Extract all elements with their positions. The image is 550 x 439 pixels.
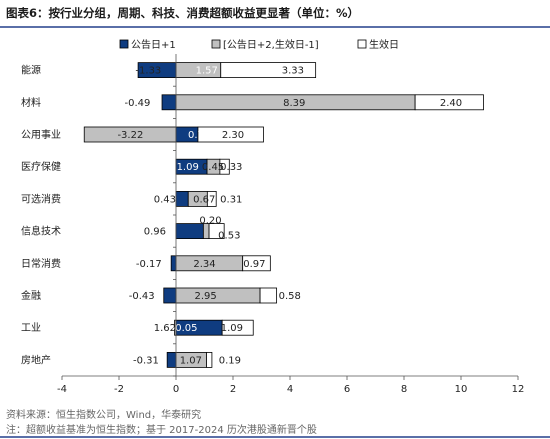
data-label: 2.30 xyxy=(222,130,244,141)
legend-label: 生效日 xyxy=(369,38,399,51)
title-divider xyxy=(0,26,550,28)
data-label: 0.53 xyxy=(218,231,240,242)
data-label: 1.62 xyxy=(154,323,176,334)
bar-segment xyxy=(175,287,261,304)
source-note: 资料来源：恒生指数公司，Wind，华泰研究 xyxy=(6,410,202,421)
legend-swatch xyxy=(357,39,367,49)
x-tick-label: 4 xyxy=(287,384,293,395)
bar-segment xyxy=(206,190,217,207)
category-label: 可选消费 xyxy=(21,192,61,205)
data-label: 8.39 xyxy=(283,98,305,109)
bar-segment xyxy=(166,351,177,368)
data-label: 0.77 xyxy=(188,130,210,141)
bar-segment xyxy=(220,62,317,78)
data-label: 0.96 xyxy=(144,227,166,238)
legend-swatch xyxy=(211,39,221,49)
bar-segment xyxy=(161,94,177,111)
data-label: 0.20 xyxy=(199,216,221,227)
bar-segment xyxy=(414,94,484,111)
category-label: 材料 xyxy=(21,96,41,109)
category-label: 工业 xyxy=(21,322,41,334)
bar-segment xyxy=(175,190,189,207)
legend-label: [公告日+2,生效日-1] xyxy=(223,38,319,51)
legend-label: 公告日+1 xyxy=(131,38,176,51)
data-label: 3.33 xyxy=(282,66,304,77)
data-label: -1.33 xyxy=(135,66,161,77)
data-label: -3.22 xyxy=(117,130,143,141)
data-label: 0.97 xyxy=(243,259,265,270)
data-label: 0.45 xyxy=(202,162,224,173)
x-tick-label: 2 xyxy=(230,384,236,395)
category-label: 金融 xyxy=(21,289,41,302)
data-label: -0.31 xyxy=(133,355,159,366)
data-label: -0.05 xyxy=(172,323,198,334)
bar-segment xyxy=(163,287,177,304)
data-label: 0.67 xyxy=(193,194,215,205)
bar-segment xyxy=(170,255,177,272)
data-label: 2.34 xyxy=(193,259,215,270)
data-label: 0.19 xyxy=(219,355,241,366)
bar-segment xyxy=(206,351,213,368)
data-label: 1.07 xyxy=(180,355,202,366)
data-label: 2.40 xyxy=(440,98,462,109)
data-label: 0.43 xyxy=(154,194,176,205)
category-label: 能源 xyxy=(21,64,41,77)
x-tick-label: 12 xyxy=(512,384,525,395)
data-label: 1.57 xyxy=(196,66,218,77)
bar-segment xyxy=(259,287,278,304)
category-label: 信息技术 xyxy=(21,225,61,238)
data-label: 0.58 xyxy=(279,291,301,302)
x-tick-label: 6 xyxy=(344,384,350,395)
category-label: 房地产 xyxy=(21,353,51,366)
data-label: -0.49 xyxy=(124,98,150,109)
chart-title: 图表6：按行业分组，周期、科技、消费超额收益更显著（单位：%） xyxy=(6,6,360,20)
bar-segment xyxy=(219,158,230,175)
figure-header: 图表6：按行业分组，周期、科技、消费超额收益更显著（单位：%） xyxy=(0,0,550,28)
data-label: -0.17 xyxy=(136,259,162,270)
bar-segment xyxy=(242,255,271,272)
x-tick-label: 0 xyxy=(173,384,179,395)
x-tick-label: 10 xyxy=(455,384,468,395)
category-label: 公用事业 xyxy=(21,128,61,141)
data-label: 1.09 xyxy=(221,323,243,334)
category-label: 医疗保健 xyxy=(21,160,61,173)
category-label: 日常消费 xyxy=(21,257,61,270)
bar-segment xyxy=(208,223,225,240)
footnote: 注：超额收益基准为恒生指数；基于 2017-2024 历次港股通新晋个股 xyxy=(6,425,317,436)
bar-segment xyxy=(197,126,264,143)
data-label: -0.43 xyxy=(129,291,155,302)
x-tick-label: -4 xyxy=(57,384,67,395)
data-label: 1.09 xyxy=(177,162,199,173)
x-tick-label: 8 xyxy=(401,384,407,395)
data-label: 0.31 xyxy=(220,194,242,205)
bar-segment xyxy=(221,319,254,336)
bottom-divider xyxy=(0,436,550,438)
data-label: 2.95 xyxy=(195,291,217,302)
data-label: 0.33 xyxy=(220,162,242,173)
legend-swatch xyxy=(119,39,129,49)
x-tick-label: -2 xyxy=(114,384,124,395)
